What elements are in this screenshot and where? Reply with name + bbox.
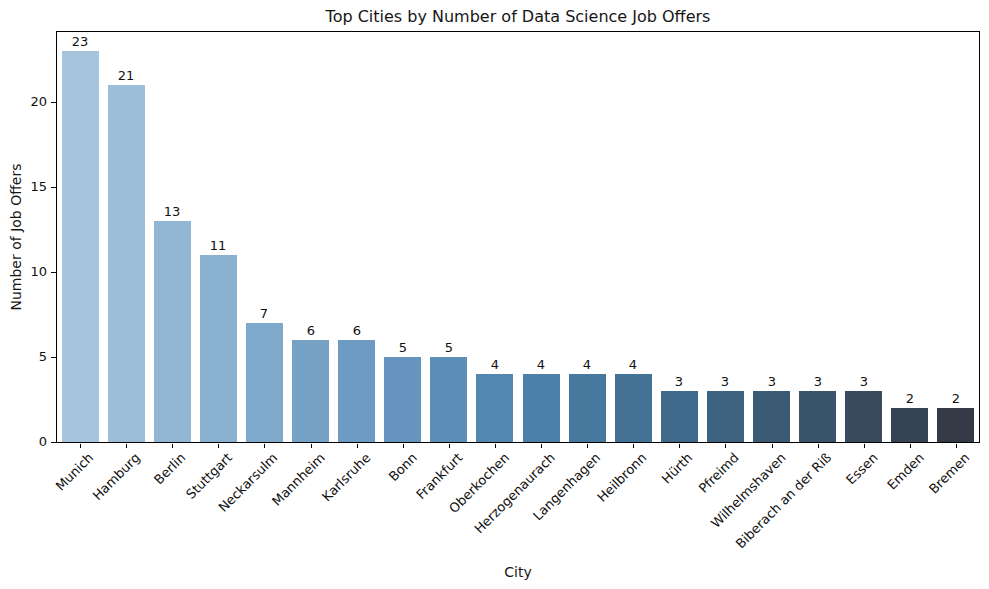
x-tick-mark-mannheim — [311, 444, 312, 448]
bar-value-label-essen: 3 — [860, 374, 868, 389]
x-tick-label-hamburg: Hamburg — [89, 450, 142, 503]
x-tick-label-heilbronn: Heilbronn — [595, 450, 650, 505]
x-tick-mark-oberkochen — [495, 444, 496, 448]
x-axis-label: City — [504, 564, 531, 580]
x-tick-label-emden: Emden — [884, 450, 927, 493]
x-tick-mark-bonn — [403, 444, 404, 448]
y-tick-mark-15 — [51, 187, 56, 188]
x-tick-mark-bremen — [956, 444, 957, 448]
bar-value-label-herzogenaurach: 4 — [537, 357, 545, 372]
y-tick-label-20: 20 — [7, 93, 47, 111]
y-tick-mark-10 — [51, 272, 56, 273]
x-tick-mark-hamburg — [126, 444, 127, 448]
bar-value-label-pfreimd: 3 — [721, 374, 729, 389]
bar-value-label-stuttgart: 11 — [210, 238, 227, 253]
bar-neckarsulm — [246, 323, 283, 442]
y-tick-label-0: 0 — [7, 433, 47, 451]
y-tick-label-15: 15 — [7, 178, 47, 196]
bar-herzogenaurach — [523, 374, 560, 442]
x-tick-mark-berlin — [172, 444, 173, 448]
bar-biberach-an-der-ri — [799, 391, 836, 442]
bar-value-label-karlsruhe: 6 — [353, 323, 361, 338]
y-tick-mark-5 — [51, 357, 56, 358]
x-tick-mark-karlsruhe — [357, 444, 358, 448]
x-tick-mark-stuttgart — [218, 444, 219, 448]
y-tick-label-5: 5 — [7, 348, 47, 366]
x-tick-mark-munich — [80, 444, 81, 448]
bar-berlin — [154, 221, 191, 442]
x-tick-mark-langenhagen — [587, 444, 588, 448]
bar-bremen — [937, 408, 974, 442]
x-tick-label-berlin: Berlin — [151, 450, 188, 487]
x-tick-label-pfreimd: Pfreimd — [696, 450, 742, 496]
bar-karlsruhe — [338, 340, 375, 442]
bar-wilhelmshaven — [753, 391, 790, 442]
x-tick-mark-essen — [864, 444, 865, 448]
x-tick-mark-herzogenaurach — [541, 444, 542, 448]
x-tick-mark-frankfurt — [449, 444, 450, 448]
bar-value-label-neckarsulm: 7 — [260, 306, 268, 321]
bar-value-label-hamburg: 21 — [118, 68, 135, 83]
bar-value-label-mannheim: 6 — [307, 323, 315, 338]
x-tick-mark-pfreimd — [725, 444, 726, 448]
bar-value-label-munich: 23 — [72, 34, 89, 49]
x-tick-mark-h-rth — [679, 444, 680, 448]
bar-emden — [891, 408, 928, 442]
bar-value-label-emden: 2 — [906, 391, 914, 406]
bar-value-label-biberach-an-der-ri: 3 — [814, 374, 822, 389]
bar-stuttgart — [200, 255, 237, 442]
bar-value-label-h-rth: 3 — [675, 374, 683, 389]
x-tick-label-munich: Munich — [53, 450, 97, 494]
bar-langenhagen — [569, 374, 606, 442]
bar-chart-figure: Top Cities by Number of Data Science Job… — [0, 0, 989, 589]
bar-heilbronn — [615, 374, 652, 442]
bar-value-label-bonn: 5 — [399, 340, 407, 355]
x-tick-label-bremen: Bremen — [926, 450, 973, 497]
y-tick-mark-0 — [51, 442, 56, 443]
bar-oberkochen — [476, 374, 513, 442]
bar-value-label-frankfurt: 5 — [445, 340, 453, 355]
x-tick-mark-biberach-an-der-ri — [818, 444, 819, 448]
bar-hamburg — [108, 85, 145, 442]
x-tick-mark-heilbronn — [633, 444, 634, 448]
y-tick-label-10: 10 — [7, 263, 47, 281]
bar-frankfurt — [430, 357, 467, 442]
chart-title: Top Cities by Number of Data Science Job… — [326, 7, 711, 26]
bar-value-label-heilbronn: 4 — [629, 357, 637, 372]
bar-bonn — [384, 357, 421, 442]
bar-value-label-bremen: 2 — [952, 391, 960, 406]
x-tick-label-essen: Essen — [843, 450, 880, 487]
x-tick-label-bonn: Bonn — [385, 450, 419, 484]
x-tick-label-karlsruhe: Karlsruhe — [319, 450, 373, 504]
bar-munich — [62, 51, 99, 442]
x-tick-label-herzogenaurach: Herzogenaurach — [471, 450, 557, 536]
x-tick-mark-wilhelmshaven — [772, 444, 773, 448]
bar-mannheim — [292, 340, 329, 442]
x-tick-mark-neckarsulm — [264, 444, 265, 448]
x-tick-label-h-rth: Hürth — [659, 450, 696, 487]
x-tick-mark-emden — [910, 444, 911, 448]
y-tick-mark-20 — [51, 102, 56, 103]
bar-pfreimd — [707, 391, 744, 442]
bar-essen — [845, 391, 882, 442]
bar-h-rth — [661, 391, 698, 442]
bar-value-label-wilhelmshaven: 3 — [768, 374, 776, 389]
plot-area — [56, 31, 980, 443]
bar-value-label-berlin: 13 — [164, 204, 181, 219]
bar-value-label-langenhagen: 4 — [583, 357, 591, 372]
bar-value-label-oberkochen: 4 — [491, 357, 499, 372]
